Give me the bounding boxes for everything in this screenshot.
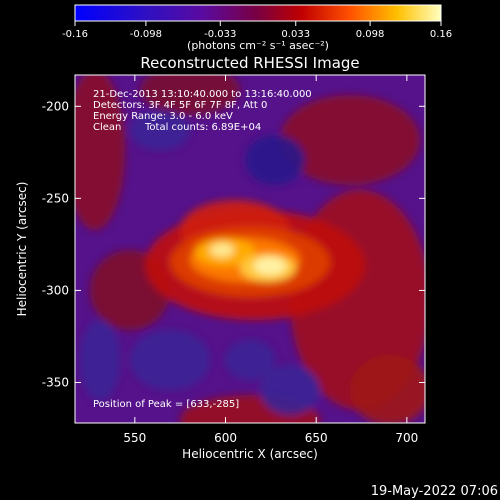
heatmap-image [75,75,425,423]
y-tick-label: -250 [42,191,69,205]
info-line-time: 21-Dec-2013 13:10:40.000 to 13:16:40.000 [93,89,312,100]
y-tick-label: -200 [42,99,69,113]
x-tick-label: 650 [305,431,328,445]
colorbar-tick-label: 0.16 [430,29,452,40]
y-axis: -200 -250 -300 -350 [42,99,425,389]
x-tick-label: 600 [214,431,237,445]
x-tick-label: 550 [123,431,146,445]
info-block: 21-Dec-2013 13:10:40.000 to 13:16:40.000… [93,89,312,133]
colorbar [74,4,442,22]
info-line-detectors: Detectors: 3F 4F 5F 6F 7F 8F, Att 0 [93,100,267,111]
colorbar-ticks: -0.16 -0.098 -0.033 0.033 0.098 0.16 [62,21,452,40]
peak-position-label: Position of Peak = [633,-285] [93,399,239,410]
plot-frame [74,74,426,424]
info-line-method: Clean [93,122,121,133]
info-line-energy: Energy Range: 3.0 - 6.0 keV [93,111,233,122]
footer-timestamp: 19-May-2022 07:06 [371,484,498,499]
colorbar-unit-label: (photons cm⁻² s⁻¹ asec⁻²) [187,39,329,52]
chart-title: Reconstructed RHESSI Image [140,54,359,72]
x-axis-label: Heliocentric X (arcsec) [182,447,318,461]
info-line-counts: Total counts: 6.89E+04 [144,122,261,133]
colorbar-tick-label: -0.033 [204,29,236,40]
y-tick-label: -300 [42,283,69,297]
x-tick-label: 700 [395,431,418,445]
colorbar-tick-label: -0.098 [130,29,162,40]
y-axis-label: Heliocentric Y (arcsec) [15,182,29,317]
y-tick-label: -350 [42,375,69,389]
colorbar-tick-label: 0.098 [356,29,385,40]
colorbar-tick-label: 0.033 [281,29,310,40]
colorbar-tick-label: -0.16 [62,29,88,40]
x-axis: 550 600 650 700 [123,75,418,445]
